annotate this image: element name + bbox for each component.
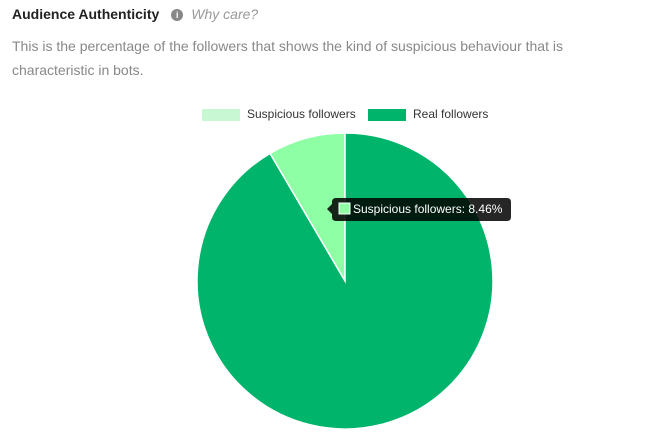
pie-slice bbox=[196, 132, 494, 430]
tooltip-text: Suspicious followers: 8.46% bbox=[353, 202, 503, 216]
legend-label: Suspicious followers bbox=[247, 107, 356, 121]
description: This is the percentage of the followers … bbox=[12, 38, 563, 78]
tooltip-swatch bbox=[338, 202, 351, 215]
info-icon[interactable]: i bbox=[171, 9, 184, 21]
legend-label: Real followers bbox=[413, 107, 488, 121]
header: Audience Authenticity i Why care? This is … bbox=[12, 6, 632, 82]
tooltip-box bbox=[327, 198, 511, 221]
legend-swatch bbox=[202, 109, 240, 121]
help-link[interactable]: Why care? bbox=[191, 6, 259, 22]
title: Audience Authenticity bbox=[12, 6, 160, 22]
legend-swatch bbox=[368, 109, 406, 121]
